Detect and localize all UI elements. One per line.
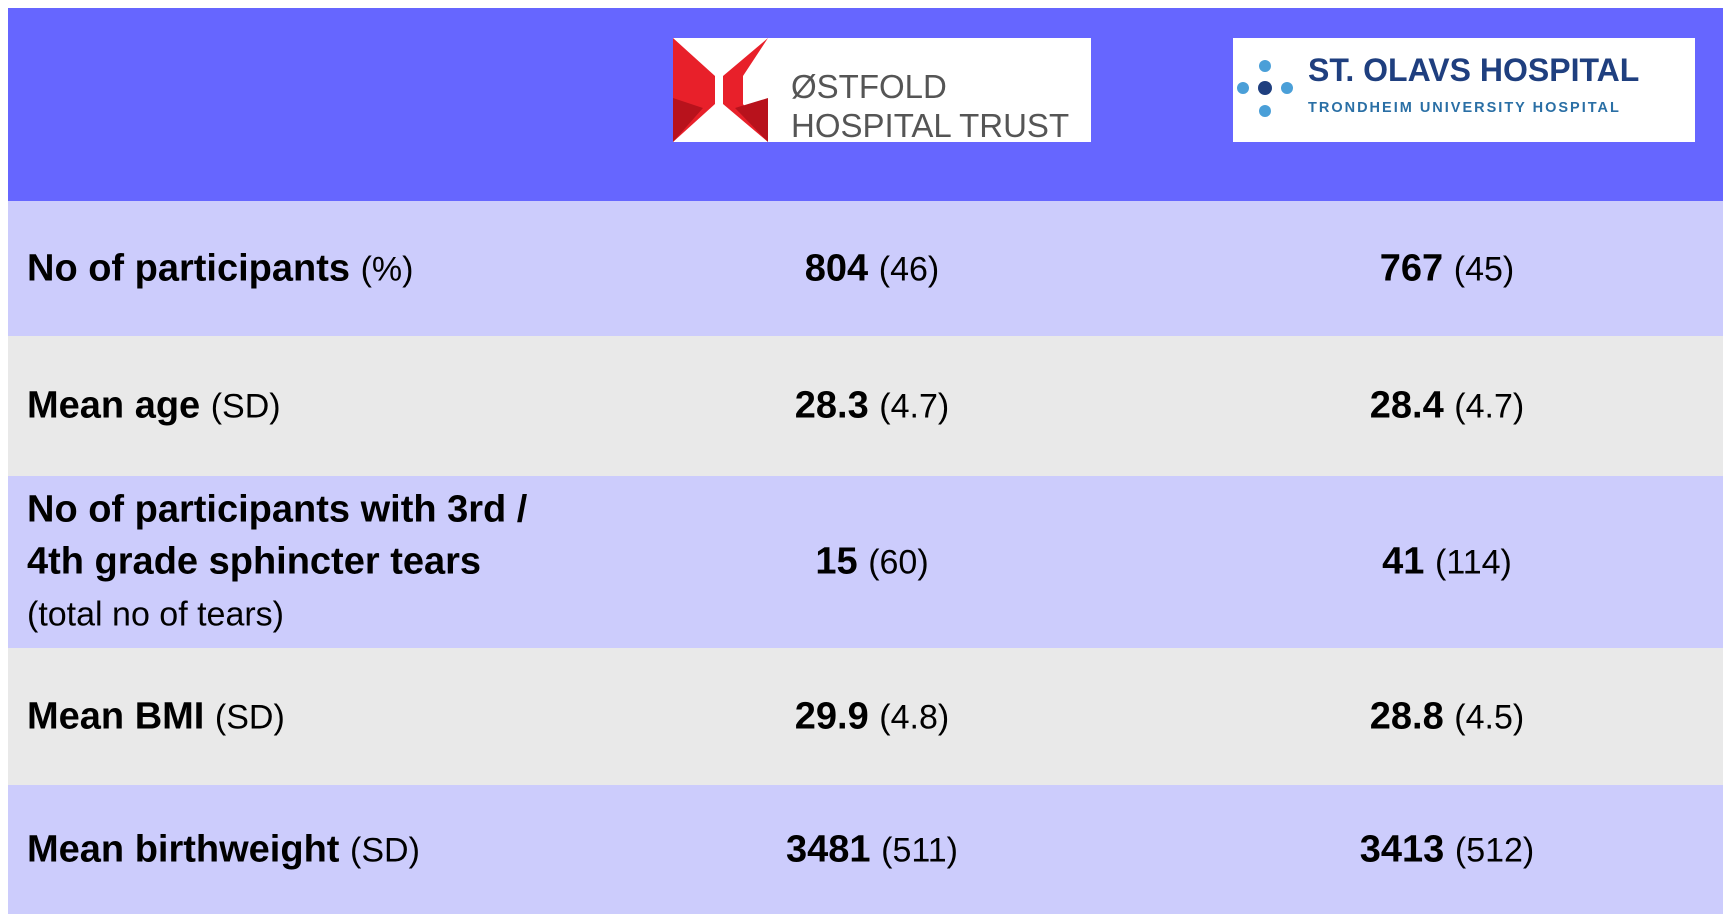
label-text: No of participants with 3rd / 4th grade … bbox=[27, 488, 528, 583]
butterfly-icon bbox=[673, 38, 768, 142]
cell-value: 29.9 bbox=[794, 695, 869, 737]
label-text: Mean birthweight bbox=[27, 828, 340, 870]
label-note: (SD) bbox=[214, 698, 285, 736]
label-text: Mean age bbox=[27, 384, 201, 427]
row-label: No of participants with 3rd / 4th grade … bbox=[27, 484, 567, 641]
cell-value: 28.4 bbox=[1369, 384, 1444, 427]
table-cell: 767 (45) bbox=[1380, 247, 1514, 290]
dots-icon bbox=[1237, 60, 1293, 117]
st-olavs-logo: ST. OLAVS HOSPITAL TRONDHEIM UNIVERSITY … bbox=[1233, 38, 1695, 142]
table-row: Mean age (SD) 28.3 (4.7) 28.4 (4.7) bbox=[8, 336, 1723, 476]
table-row: No of participants with 3rd / 4th grade … bbox=[8, 476, 1723, 648]
table-cell: 28.3 (4.7) bbox=[795, 385, 949, 428]
cell-value: 15 bbox=[815, 540, 858, 583]
table-cell: 15 (60) bbox=[815, 541, 928, 584]
table-cell: 804 (46) bbox=[805, 247, 939, 290]
cell-value: 41 bbox=[1382, 540, 1425, 583]
cell-note: (46) bbox=[878, 250, 940, 288]
table-row: Mean birthweight (SD) 3481 (511) 3413 (512… bbox=[8, 785, 1723, 914]
cell-note: (60) bbox=[868, 543, 929, 582]
label-note: (%) bbox=[360, 250, 414, 288]
table: ØSTFOLD HOSPITAL TRUST ST. OLAVS HOSPITA… bbox=[8, 8, 1723, 914]
cell-value: 804 bbox=[804, 247, 869, 289]
cell-note: (512) bbox=[1454, 831, 1535, 869]
label-note: (SD) bbox=[350, 831, 420, 869]
table-cell: 28.4 (4.7) bbox=[1370, 385, 1524, 428]
logo-line: ØSTFOLD bbox=[791, 68, 947, 105]
logo-line: HOSPITAL TRUST bbox=[791, 107, 1070, 142]
row-label: Mean age (SD) bbox=[27, 380, 567, 433]
table-cell: 29.9 (4.8) bbox=[795, 695, 949, 738]
cell-note: (4.8) bbox=[879, 698, 950, 736]
label-note: (SD) bbox=[210, 387, 281, 426]
row-label: No of participants (%) bbox=[27, 242, 567, 295]
label-text: Mean BMI bbox=[27, 695, 205, 737]
table-cell: 28.8 (4.5) bbox=[1370, 695, 1524, 738]
cell-note: (4.7) bbox=[1454, 387, 1525, 426]
cell-note: (114) bbox=[1434, 543, 1512, 582]
label-text: No of participants bbox=[27, 247, 351, 289]
cell-value: 28.8 bbox=[1369, 695, 1444, 737]
table-cell: 41 (114) bbox=[1382, 541, 1512, 584]
cell-value: 3413 bbox=[1359, 828, 1445, 870]
logo-line: ST. OLAVS HOSPITAL bbox=[1308, 52, 1640, 88]
logo-line: TRONDHEIM UNIVERSITY HOSPITAL bbox=[1308, 100, 1621, 116]
table-cell: 3481 (511) bbox=[786, 828, 958, 871]
ostfold-logo: ØSTFOLD HOSPITAL TRUST bbox=[673, 38, 1091, 142]
cell-note: (4.5) bbox=[1454, 698, 1525, 736]
row-label: Mean birthweight (SD) bbox=[27, 823, 567, 876]
table-row: No of participants (%) 804 (46) 767 (45) bbox=[8, 201, 1723, 336]
cell-note: (45) bbox=[1453, 250, 1515, 288]
row-label: Mean BMI (SD) bbox=[27, 690, 567, 743]
cell-note: (4.7) bbox=[879, 387, 950, 426]
table-row: Mean BMI (SD) 29.9 (4.8) 28.8 (4.5) bbox=[8, 648, 1723, 785]
header: ØSTFOLD HOSPITAL TRUST ST. OLAVS HOSPITA… bbox=[8, 8, 1723, 201]
cell-note: (511) bbox=[881, 831, 958, 869]
label-note: (total no of tears) bbox=[27, 595, 285, 634]
cell-value: 28.3 bbox=[794, 384, 869, 427]
table-cell: 3413 (512) bbox=[1360, 828, 1534, 871]
cell-value: 767 bbox=[1379, 247, 1444, 289]
cell-value: 3481 bbox=[786, 828, 871, 870]
